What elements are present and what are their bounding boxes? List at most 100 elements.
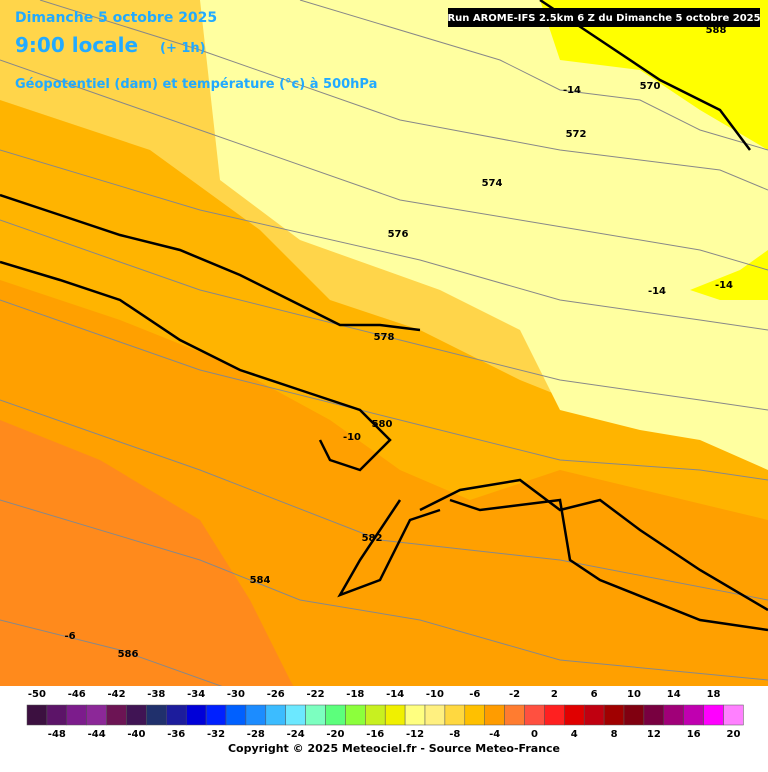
legend-label: -6: [469, 689, 480, 700]
contour-label: -14: [715, 280, 733, 291]
legend-swatch: [245, 704, 267, 726]
legend-label: -12: [406, 729, 424, 740]
contour-label: 578: [374, 332, 395, 343]
legend-label: -4: [489, 729, 500, 740]
legend-swatch: [544, 704, 565, 726]
legend-swatch: [345, 704, 366, 726]
legend-label: -16: [366, 729, 384, 740]
legend-label: 10: [627, 689, 641, 700]
legend-swatch: [564, 704, 585, 726]
legend-swatch: [484, 704, 505, 726]
legend-label: -42: [108, 689, 126, 700]
legend-label: 20: [726, 729, 740, 740]
legend-label: -22: [307, 689, 325, 700]
legend-swatch: [444, 704, 466, 726]
contour-label: -14: [648, 286, 666, 297]
legend-swatch: [66, 704, 87, 726]
legend-swatch: [205, 704, 227, 726]
legend-label: -14: [386, 689, 404, 700]
legend-swatch: [26, 704, 48, 726]
contour-label: 574: [482, 178, 503, 189]
legend-label: 2: [551, 689, 558, 700]
contour-label: -14: [563, 85, 581, 96]
contour-label: 584: [250, 575, 271, 586]
legend-label: 6: [591, 689, 598, 700]
legend-label: 12: [647, 729, 661, 740]
legend-swatch: [464, 704, 485, 726]
temp-band: [690, 250, 768, 300]
legend-label: -26: [267, 689, 285, 700]
legend-swatch: [524, 704, 545, 726]
legend-swatch: [106, 704, 127, 726]
legend-label: -8: [449, 729, 460, 740]
legend-label: 4: [571, 729, 578, 740]
legend-swatch: [305, 704, 326, 726]
contour-label: -10: [343, 432, 361, 443]
field: Géopotentiel (dam) et température (°c) à…: [15, 77, 377, 92]
legend-label: -2: [509, 689, 520, 700]
legend-swatch: [404, 704, 426, 726]
legend-label: 18: [707, 689, 721, 700]
contour-label: -6: [64, 631, 75, 642]
legend-swatch: [86, 704, 107, 726]
contour-label: 580: [372, 419, 393, 430]
run-info: Run AROME-IFS 2.5km 6 Z du Dimanche 5 oc…: [447, 13, 760, 24]
legend-swatch: [126, 704, 147, 726]
legend-swatch: [325, 704, 346, 726]
legend-label: 14: [667, 689, 681, 700]
run-box: [448, 8, 760, 27]
legend-swatch: [185, 704, 207, 726]
legend-label: 0: [531, 729, 538, 740]
legend-swatch: [46, 704, 68, 726]
legend-label: -38: [147, 689, 165, 700]
legend-area: [0, 686, 768, 768]
contour-label: 586: [118, 649, 139, 660]
footer: Copyright © 2025 Meteociel.fr - Source M…: [228, 742, 560, 755]
legend-label: -24: [287, 729, 305, 740]
legend-swatch: [365, 704, 386, 726]
legend-label: 8: [611, 729, 618, 740]
geopotential-contours: [0, 0, 768, 741]
legend-swatch: [265, 704, 286, 726]
legend-swatch: [603, 704, 625, 726]
legend-label: -32: [207, 729, 225, 740]
contour-label: 582: [362, 533, 383, 544]
lead: (+ 1h): [160, 41, 206, 56]
legend-label: -18: [346, 689, 364, 700]
time: 9:00 locale: [15, 33, 138, 57]
legend-label: -30: [227, 689, 245, 700]
temp-band: [200, 0, 768, 470]
legend-label: -20: [326, 729, 344, 740]
legend-swatch: [683, 704, 704, 726]
legend-label: -50: [28, 689, 46, 700]
legend-label: -10: [426, 689, 444, 700]
legend-swatch: [424, 704, 446, 726]
legend-swatch: [146, 704, 167, 726]
legend-swatch: [285, 704, 306, 726]
contour-label: 572: [566, 129, 587, 140]
legend-label: 16: [687, 729, 701, 740]
legend-label: -44: [88, 729, 106, 740]
date: Dimanche 5 octobre 2025: [15, 10, 217, 26]
legend-swatch: [663, 704, 684, 726]
legend-swatch: [504, 704, 525, 726]
contour-label: 570: [640, 81, 661, 92]
legend-label: -46: [68, 689, 86, 700]
contour-label: 576: [388, 229, 409, 240]
contour-label: 588: [706, 25, 727, 36]
legend-swatch: [723, 704, 744, 726]
legend-label: -28: [247, 729, 265, 740]
legend-swatch: [643, 704, 665, 726]
legend-swatch: [703, 704, 724, 726]
legend-swatch: [225, 704, 247, 726]
legend-label: -40: [127, 729, 145, 740]
legend-swatch: [166, 704, 187, 726]
legend-swatch: [384, 704, 406, 726]
legend-swatch: [583, 704, 605, 726]
legend-label: -34: [187, 689, 205, 700]
legend-label: -36: [167, 729, 185, 740]
legend-swatch: [623, 704, 645, 726]
legend-label: -48: [48, 729, 66, 740]
